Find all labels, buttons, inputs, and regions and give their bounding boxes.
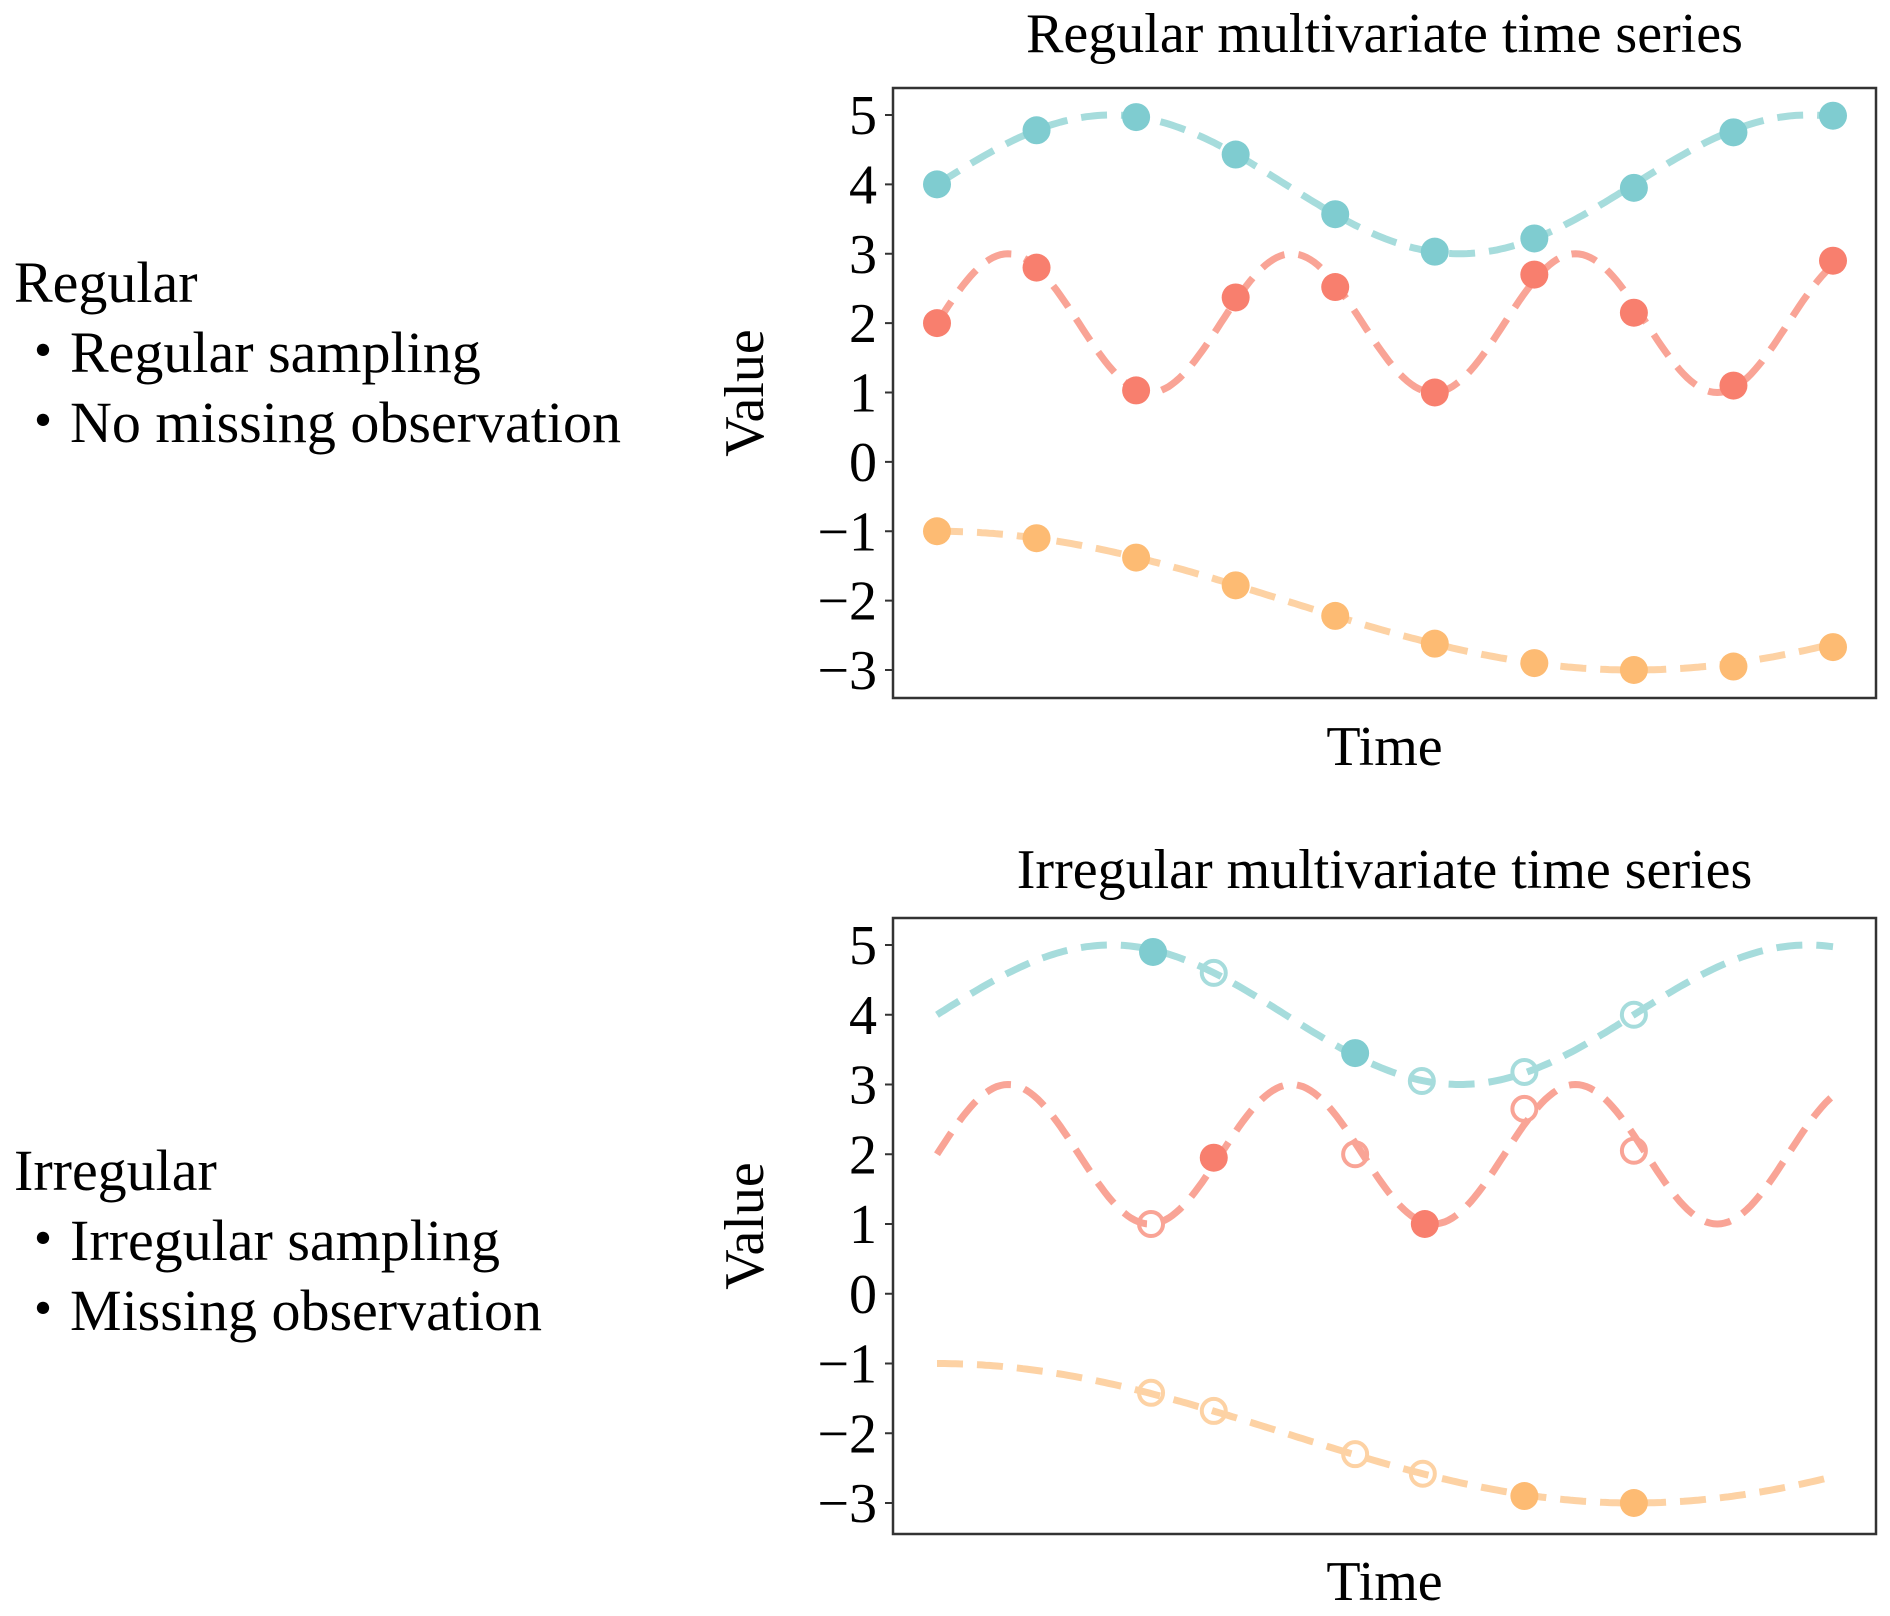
observed-point-teal xyxy=(1719,118,1748,147)
y-tick-label: 1 xyxy=(849,1194,877,1256)
bullet-dot-icon: ・ xyxy=(14,1278,73,1343)
observed-point-teal xyxy=(1420,237,1449,266)
series-line-teal xyxy=(935,111,1834,258)
irregular-bullet-item: ・Missing observation xyxy=(14,1276,542,1346)
observed-point-red xyxy=(1321,273,1350,302)
observed-point-teal xyxy=(1619,173,1648,202)
series-line-teal xyxy=(935,941,1834,1088)
observed-point-orange xyxy=(1619,656,1648,684)
regular-bullet-item: ・No missing observation xyxy=(14,388,621,458)
series-line-orange xyxy=(937,527,1834,674)
observed-point-orange xyxy=(1321,601,1350,630)
observed-point-orange xyxy=(1520,649,1549,678)
y-tick-label: 0 xyxy=(849,1264,877,1326)
missing-point-teal xyxy=(1510,1057,1539,1086)
chart-title: Regular multivariate time series xyxy=(1026,3,1743,65)
missing-point-orange xyxy=(1137,1378,1166,1407)
x-axis-label: Time xyxy=(1326,716,1442,778)
observed-point-teal xyxy=(1819,101,1847,130)
y-axis-label: Value xyxy=(714,329,776,457)
observed-point-red xyxy=(1122,376,1151,405)
observed-point-red xyxy=(1022,253,1051,282)
y-tick-label: 2 xyxy=(849,293,877,355)
observed-point-orange xyxy=(1619,1489,1648,1517)
bullet-text: Irregular sampling xyxy=(70,1208,501,1273)
missing-point-red xyxy=(1137,1210,1166,1238)
missing-point-orange xyxy=(1341,1440,1370,1469)
y-tick-label: −3 xyxy=(817,1473,877,1535)
observed-point-orange xyxy=(1122,543,1151,572)
observed-point-red xyxy=(1199,1143,1228,1172)
observed-point-red xyxy=(1819,246,1847,275)
y-tick-label: −2 xyxy=(817,1403,877,1465)
observed-point-teal xyxy=(923,170,951,199)
observed-point-teal xyxy=(1122,103,1151,132)
y-tick-label: 1 xyxy=(849,363,877,425)
y-tick-label: 4 xyxy=(849,985,877,1047)
irregular-heading: Irregular xyxy=(14,1138,217,1203)
missing-point-orange xyxy=(1408,1459,1437,1488)
series-line-red xyxy=(934,250,1836,397)
observed-point-orange xyxy=(1719,652,1748,681)
observed-point-orange xyxy=(1221,571,1250,600)
y-tick-label: 3 xyxy=(849,224,877,286)
irregular-description: Irregular ・Irregular sampling ・Missing o… xyxy=(14,1136,542,1346)
observed-point-red xyxy=(1410,1210,1439,1238)
y-tick-label: 5 xyxy=(849,915,877,977)
y-tick-label: 0 xyxy=(849,432,877,494)
observed-point-orange xyxy=(923,517,951,546)
y-axis-label: Value xyxy=(714,1162,776,1290)
observed-point-red xyxy=(923,309,951,338)
observed-point-red xyxy=(1420,378,1449,407)
regular-bullet-item: ・Regular sampling xyxy=(14,318,621,388)
chart-title: Irregular multivariate time series xyxy=(1017,839,1752,901)
observed-point-orange xyxy=(1819,633,1847,662)
missing-point-teal xyxy=(1619,1000,1648,1029)
observed-point-teal xyxy=(1321,200,1350,229)
x-axis-label: Time xyxy=(1326,1551,1442,1613)
missing-point-orange xyxy=(1199,1396,1228,1425)
bullet-dot-icon: ・ xyxy=(14,320,73,385)
y-tick-label: 5 xyxy=(849,85,877,147)
observed-point-orange xyxy=(1510,1482,1539,1511)
bullet-text: No missing observation xyxy=(70,390,621,455)
bullet-dot-icon: ・ xyxy=(14,390,73,455)
missing-point-red xyxy=(1619,1136,1648,1165)
bullet-dot-icon: ・ xyxy=(14,1208,73,1273)
bullet-text: Missing observation xyxy=(70,1278,543,1343)
series-line-orange xyxy=(937,1360,1834,1507)
regular-heading: Regular xyxy=(14,250,198,315)
observed-point-red xyxy=(1619,298,1648,327)
observed-point-teal xyxy=(1022,116,1051,145)
missing-point-red xyxy=(1341,1140,1370,1169)
regular-description: Regular ・Regular sampling ・No missing ob… xyxy=(14,248,621,458)
y-tick-label: 4 xyxy=(849,154,877,216)
y-tick-label: 2 xyxy=(849,1124,877,1186)
observed-point-orange xyxy=(1022,524,1051,553)
observed-point-teal xyxy=(1520,224,1549,253)
y-tick-label: −1 xyxy=(817,501,877,563)
observed-point-red xyxy=(1520,260,1549,289)
missing-point-red xyxy=(1510,1094,1539,1123)
y-tick-label: −1 xyxy=(817,1334,877,1396)
y-tick-label: 3 xyxy=(849,1055,877,1117)
series-line-red xyxy=(934,1080,1836,1228)
y-tick-label: −2 xyxy=(817,571,877,633)
observed-point-red xyxy=(1719,371,1748,400)
y-tick-label: −3 xyxy=(817,640,877,702)
regular-chart: Regular multivariate time series 5 4 3 2 1 0 −1… xyxy=(714,3,1878,778)
bullet-text: Regular sampling xyxy=(70,320,481,385)
missing-point-teal xyxy=(1199,958,1228,987)
irregular-bullet-item: ・Irregular sampling xyxy=(14,1206,542,1276)
observed-point-red xyxy=(1221,283,1250,312)
observed-point-orange xyxy=(1420,629,1449,658)
observed-point-teal xyxy=(1139,937,1168,966)
axes-frame xyxy=(891,916,1878,1536)
observed-point-teal xyxy=(1221,140,1250,169)
irregular-chart: Irregular multivariate time series 5 4 3 2 1 0… xyxy=(714,839,1878,1613)
observed-point-teal xyxy=(1341,1039,1370,1068)
missing-point-teal xyxy=(1407,1067,1436,1096)
